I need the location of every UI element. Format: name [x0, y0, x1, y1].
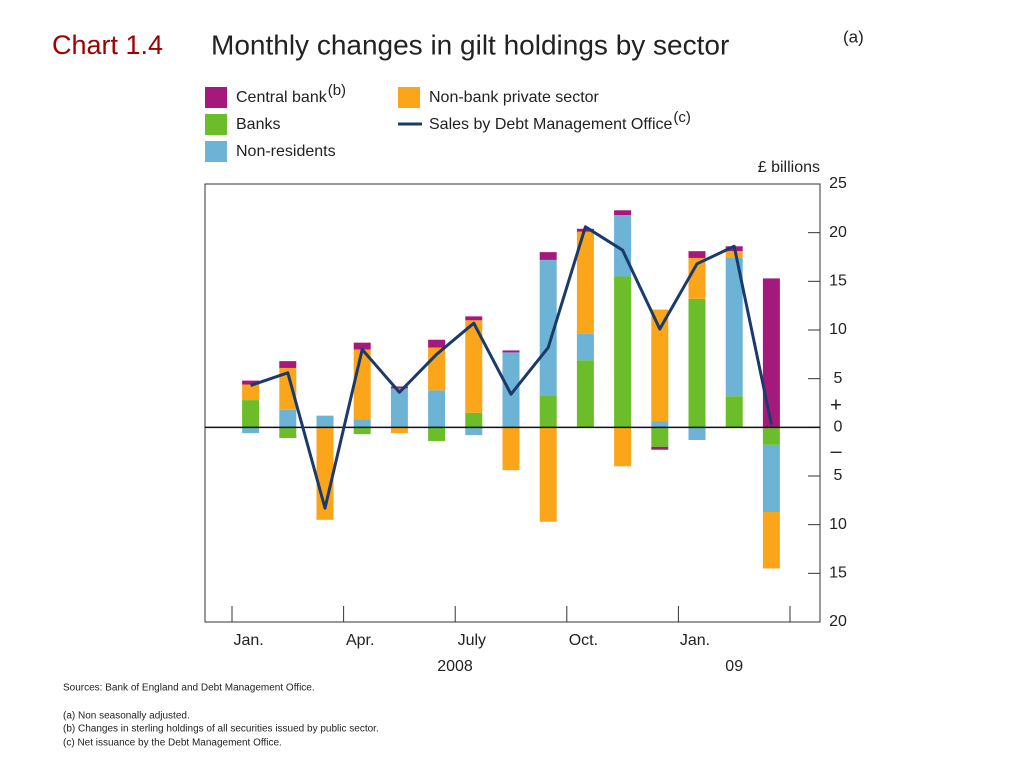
bar-segment: [465, 412, 483, 428]
bar-segment: [428, 390, 446, 428]
y-tick-label: 15: [829, 565, 847, 582]
x-tick-label: Jan.: [233, 632, 263, 649]
y-tick-label: 25: [829, 175, 847, 192]
bar-segment: [539, 259, 557, 396]
y-unit-label: £ billions: [758, 159, 820, 176]
bar-segment: [762, 444, 780, 513]
bar-segment: [465, 427, 483, 436]
bar-segment: [762, 512, 780, 569]
x-tick-label: Oct.: [569, 632, 598, 649]
sign-minus: –: [830, 440, 842, 462]
bar-segment: [242, 384, 260, 401]
bar-segment: [279, 361, 297, 368]
x-tick-label: Apr.: [346, 632, 374, 649]
bar-segment: [428, 339, 446, 348]
line-series: [250, 225, 773, 510]
bar-segment: [539, 395, 557, 428]
footnote: Sources: Bank of England and Debt Manage…: [63, 683, 315, 694]
x-group-label: 2008: [437, 658, 473, 675]
bar-segment: [688, 251, 706, 258]
bar-segment: [725, 251, 743, 258]
legend-swatch: [398, 87, 420, 108]
y-tick-label: 5: [834, 370, 843, 387]
footnote: (c) Net issuance by the Debt Management …: [63, 738, 282, 749]
y-tick-label: 20: [829, 613, 847, 630]
bar-segment: [465, 316, 483, 321]
y-tick-label: 15: [829, 273, 847, 290]
bar-segment: [465, 320, 483, 413]
bar-segment: [502, 427, 520, 471]
bar-segment: [762, 278, 780, 428]
bar-segment: [651, 421, 669, 428]
chart-title: Monthly changes in gilt holdings by sect…: [211, 29, 729, 60]
y-tick-label: 20: [829, 224, 847, 241]
plot-frame: [204, 183, 821, 623]
title-note: (a): [843, 27, 864, 46]
bar-segment: [316, 415, 334, 428]
y-tick-label: 10: [829, 321, 847, 338]
y-tick-label: 0: [834, 419, 843, 436]
bar-segment: [428, 427, 446, 441]
legend-swatch: [205, 87, 227, 108]
legend-note: (b): [328, 82, 346, 99]
bar-segment: [688, 427, 706, 440]
x-tick-label: July: [458, 632, 486, 649]
bar-segment: [688, 298, 706, 428]
bar-segment: [576, 231, 594, 334]
bar-segment: [614, 427, 632, 467]
bar-segment: [502, 352, 520, 428]
legend-label: Sales by Debt Management Office: [429, 116, 672, 133]
bar-segment: [353, 419, 371, 428]
bar-segment: [651, 446, 669, 450]
bar-segment: [242, 400, 260, 428]
bar-segment: [614, 210, 632, 216]
bar-segment: [279, 367, 297, 410]
chart-label: Chart 1.4: [52, 30, 163, 60]
bar-segment: [390, 386, 408, 389]
bar-segment: [279, 427, 297, 439]
legend-label: Non-bank private sector: [429, 89, 600, 106]
bar-segment: [390, 388, 408, 428]
y-tick-label: 10: [829, 516, 847, 533]
bar-segment: [762, 427, 780, 445]
footnote: (a) Non seasonally adjusted.: [63, 711, 190, 722]
legend-note: (c): [673, 109, 691, 126]
bar-segment: [539, 252, 557, 260]
x-group-label: 09: [725, 658, 743, 675]
x-tick-label: Jan.: [680, 632, 710, 649]
bar-segment: [353, 349, 371, 420]
legend-label: Central bank: [236, 89, 328, 106]
bar-segment: [688, 257, 706, 299]
bar-segment: [651, 427, 669, 447]
bar-segment: [353, 342, 371, 350]
bar-segment: [576, 333, 594, 361]
bar-segment: [242, 380, 260, 385]
bar-segment: [614, 276, 632, 428]
bar-segment: [390, 427, 408, 434]
sign-plus: +: [830, 394, 842, 416]
y-tick-label: 5: [834, 467, 843, 484]
bar-segment: [353, 427, 371, 435]
footnote: (b) Changes in sterling holdings of all …: [63, 724, 379, 735]
legend-swatch: [205, 114, 227, 135]
legend-label: Non-residents: [236, 143, 336, 160]
bar-segment: [539, 427, 557, 522]
bar-segment: [242, 427, 260, 434]
bar-segment: [651, 309, 669, 422]
bar-segment: [502, 350, 520, 353]
bar-segment: [725, 257, 743, 397]
bar-segment: [576, 360, 594, 428]
legend-swatch: [205, 141, 227, 162]
bar-segment: [279, 409, 297, 428]
bar-segment: [725, 396, 743, 428]
legend-label: Banks: [236, 116, 280, 133]
